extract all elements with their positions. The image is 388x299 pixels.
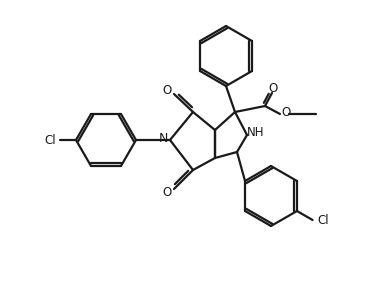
Text: O: O <box>268 83 278 95</box>
Text: O: O <box>162 85 171 97</box>
Text: N: N <box>158 132 168 146</box>
Text: O: O <box>162 187 171 199</box>
Text: O: O <box>281 106 291 120</box>
Text: Cl: Cl <box>44 133 56 147</box>
Text: NH: NH <box>247 126 265 140</box>
Text: Cl: Cl <box>317 213 329 227</box>
